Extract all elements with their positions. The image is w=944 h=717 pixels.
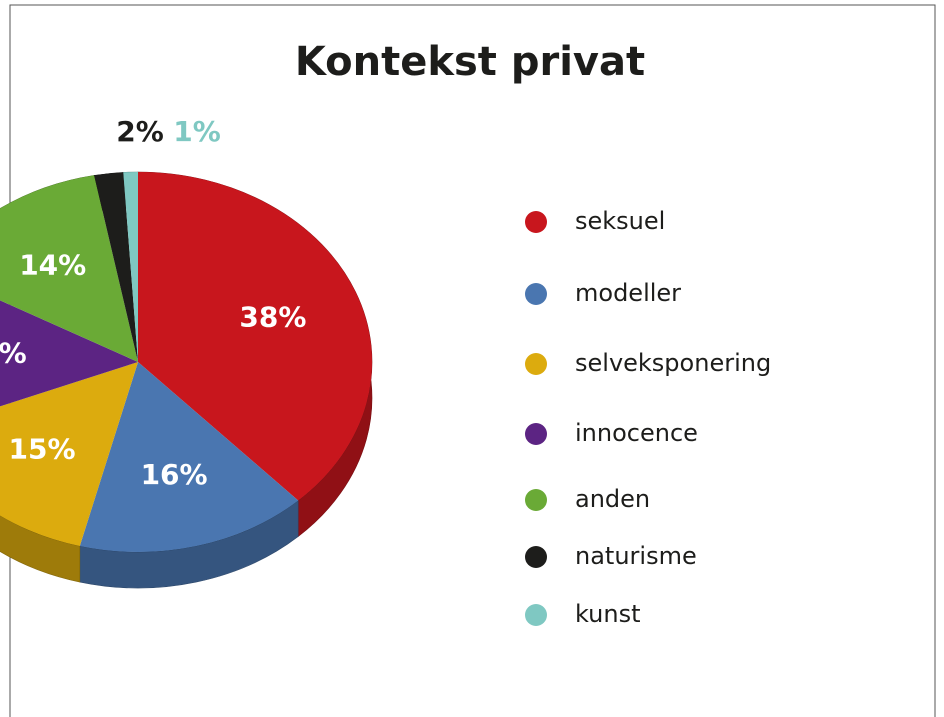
legend-label: kunst: [575, 600, 641, 628]
legend-label: naturisme: [575, 542, 697, 570]
slice: [123, 172, 138, 362]
data-label: 16%: [141, 458, 208, 491]
slice: [0, 175, 138, 362]
slice: [79, 362, 299, 552]
legend-label: innocence: [575, 419, 698, 447]
legend-marker: [525, 489, 547, 511]
data-label: 14%: [19, 249, 86, 282]
legend-label: anden: [575, 485, 650, 513]
legend-marker: [525, 211, 547, 233]
legend-marker: [525, 604, 547, 626]
legend-marker: [525, 423, 547, 445]
data-label: 38%: [239, 301, 306, 334]
legend-marker: [525, 353, 547, 375]
legend-marker: [525, 546, 547, 568]
pie: [0, 171, 373, 589]
data-label: 2%: [116, 115, 164, 148]
data-label: 1%: [173, 115, 221, 148]
slice: [0, 300, 138, 407]
data-label: 15%: [9, 432, 76, 465]
slice-side: [0, 515, 81, 583]
slice: [138, 172, 372, 501]
legend-label: seksuel: [575, 207, 665, 235]
slice: [94, 172, 138, 362]
chart-title: Kontekst privat: [295, 39, 645, 85]
data-label: 14%: [0, 337, 27, 370]
legend-marker: [525, 283, 547, 305]
legend-label: selveksponering: [575, 349, 771, 377]
legend-label: modeller: [575, 279, 681, 307]
slice: [0, 362, 138, 547]
